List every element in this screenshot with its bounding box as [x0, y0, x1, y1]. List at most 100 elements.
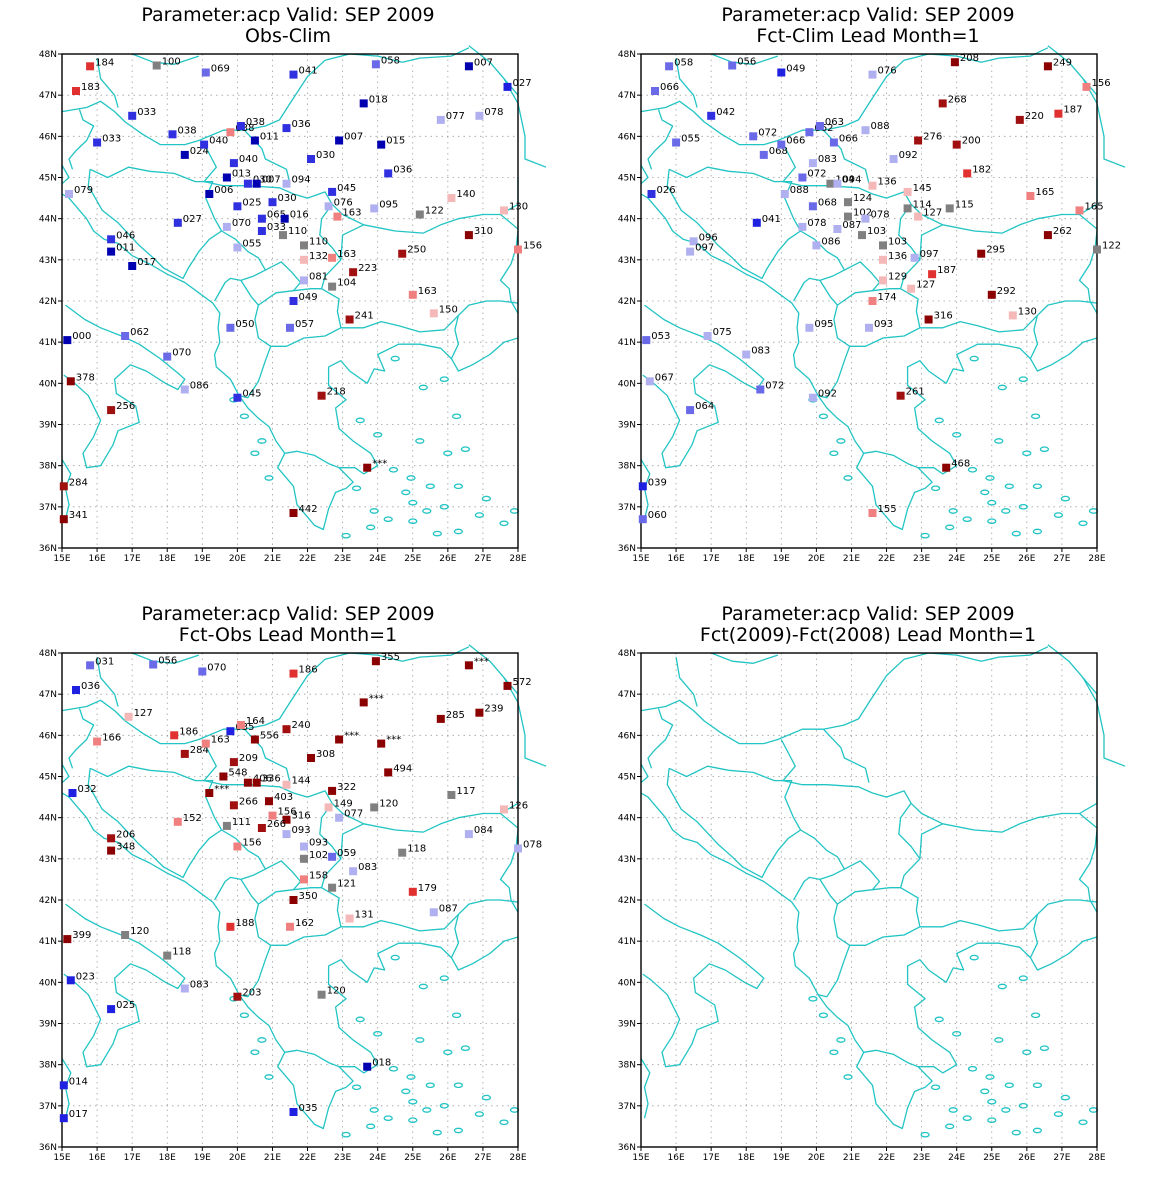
station-marker: [728, 61, 737, 70]
station-marker: [371, 60, 380, 69]
station-marker: [279, 231, 287, 240]
station-marker: [1093, 245, 1101, 254]
station-marker: [398, 249, 407, 258]
station-marker: [250, 136, 259, 145]
station-value-label: 035: [235, 722, 254, 733]
station-value-label: ***: [344, 731, 359, 742]
station-value-label: 261: [906, 387, 925, 398]
station-value-label: 292: [997, 286, 1016, 297]
station-marker: [945, 204, 954, 213]
station-marker: [447, 194, 456, 203]
station-value-label: 024: [190, 146, 209, 157]
y-tick-label: 37N: [618, 503, 636, 513]
station-value-label: 348: [116, 842, 135, 853]
stations: 058 056 049 076 208 249 156 066 042 268 220 187 055 0…: [638, 53, 1121, 524]
station-value-label: 284: [190, 745, 209, 756]
x-tick-label: 25E: [983, 1153, 1000, 1163]
station-value-label: 268: [948, 94, 967, 105]
station-value-label: 124: [853, 193, 872, 204]
map-body: 15E 16E 17E 18E 19E 20E 21E 22E 23E 24E 25E 26E 27E 2…: [39, 644, 547, 1163]
station-value-label: 049: [299, 292, 318, 303]
station-value-label: 241: [355, 311, 374, 322]
station-marker: [236, 721, 245, 729]
station-value-label: 045: [242, 389, 261, 400]
station-marker: [672, 138, 681, 147]
y-tick-label: 48N: [618, 50, 636, 60]
station-value-label: 025: [242, 197, 261, 208]
map-frame: [640, 652, 1098, 1148]
station-value-label: 017: [69, 1109, 88, 1120]
station-marker: [333, 212, 342, 221]
station-value-label: 097: [695, 243, 714, 254]
station-marker: [282, 780, 291, 789]
station-marker: [384, 169, 393, 178]
station-value-label: 110: [309, 236, 328, 247]
station-value-label: 152: [183, 813, 202, 824]
station-value-label: 355: [381, 652, 400, 663]
station-value-label: 059: [337, 848, 356, 859]
station-marker: [1043, 231, 1052, 240]
station-marker: [233, 202, 242, 211]
station-marker: [896, 391, 905, 400]
station-value-label: 086: [190, 381, 209, 392]
station-value-label: 045: [337, 183, 356, 194]
station-marker: [429, 309, 438, 318]
station-value-label: 208: [960, 53, 979, 64]
station-value-label: 038: [178, 125, 197, 136]
station-value-label: ***: [369, 693, 384, 704]
y-tick-label: 44N: [618, 215, 636, 225]
station-marker: [226, 128, 235, 137]
station-marker: [268, 811, 277, 820]
station-marker: [226, 727, 235, 736]
station-marker: [59, 1114, 68, 1123]
x-tick-label: 16E: [89, 554, 106, 564]
station-value-label: 316: [934, 311, 953, 322]
station-value-label: 096: [699, 232, 718, 243]
station-marker: [475, 708, 484, 717]
station-value-label: 058: [674, 57, 693, 68]
station-marker: [107, 235, 116, 244]
station-value-label: 209: [239, 753, 258, 764]
station-marker: [503, 82, 512, 91]
station-marker: [328, 187, 337, 196]
station-marker: [222, 821, 231, 830]
x-tick-label: 23E: [334, 1153, 351, 1163]
y-tick-label: 39N: [39, 1020, 57, 1030]
panel-title: Parameter:acp Valid: SEP 2009: [721, 603, 1014, 625]
station-marker: [317, 391, 326, 400]
station-value-label: 013: [232, 169, 251, 180]
station-value-label: 060: [648, 510, 667, 521]
station-value-label: 083: [358, 862, 377, 873]
station-value-label: 094: [292, 175, 311, 186]
station-marker: [63, 336, 72, 345]
station-marker: [829, 138, 838, 147]
station-marker: [865, 323, 873, 332]
panel-subtitle: Obs-Clim: [245, 25, 331, 47]
station-marker: [289, 297, 298, 305]
station-value-label: 007: [344, 132, 363, 143]
station-value-label: 163: [418, 286, 437, 297]
station-value-label: 140: [456, 189, 475, 200]
y-tick-label: 46N: [618, 731, 636, 741]
x-tick-label: 17E: [124, 1153, 141, 1163]
x-tick-label: 19E: [194, 1153, 211, 1163]
station-value-label: 068: [769, 146, 788, 157]
x-tick-label: 28E: [509, 1153, 526, 1163]
station-value-label: 078: [523, 840, 542, 851]
station-marker: [370, 204, 379, 213]
station-value-label: 114: [913, 199, 932, 210]
x-tick-label: 27E: [1053, 1153, 1070, 1163]
station-marker: [798, 222, 807, 231]
map-body: 15E 16E 17E 18E 19E 20E 21E 22E 23E 24E 25E 26E 27E 2…: [39, 45, 547, 564]
x-tick-label: 24E: [369, 1153, 386, 1163]
station-value-label: 155: [878, 504, 897, 515]
station-value-label: 144: [292, 776, 311, 787]
station-value-label: ***: [372, 459, 387, 470]
station-marker: [280, 214, 289, 223]
x-tick-label: 20E: [229, 554, 246, 564]
station-value-label: 078: [871, 210, 890, 221]
station-marker: [222, 173, 231, 182]
station-value-label: 442: [299, 504, 318, 515]
station-marker: [868, 70, 877, 79]
